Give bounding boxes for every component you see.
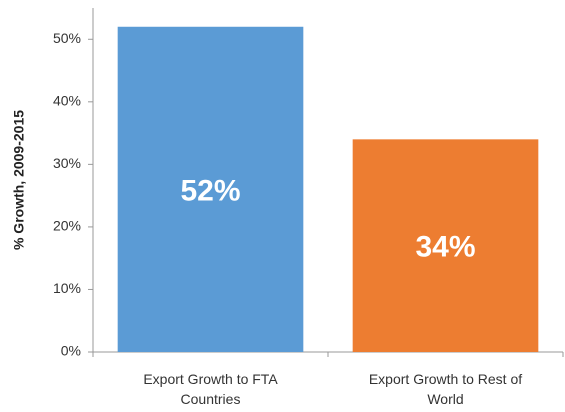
y-tick-label: 10% [53, 280, 81, 296]
value-label: 52% [180, 174, 240, 207]
value-label: 34% [415, 231, 475, 264]
y-tick-label: 20% [53, 218, 81, 234]
y-tick-label: 30% [53, 155, 81, 171]
y-axis-label: % Growth, 2009-2015 [11, 110, 27, 250]
bar [352, 139, 539, 352]
x-tick-label: Export Growth to Rest of World [368, 371, 523, 407]
bar [117, 26, 304, 352]
y-tick-label: 50% [53, 30, 81, 46]
x-tick-label: Export Growth to FTA Countries [143, 371, 278, 407]
y-tick-label: 0% [61, 343, 81, 359]
y-tick-label: 40% [53, 93, 81, 109]
